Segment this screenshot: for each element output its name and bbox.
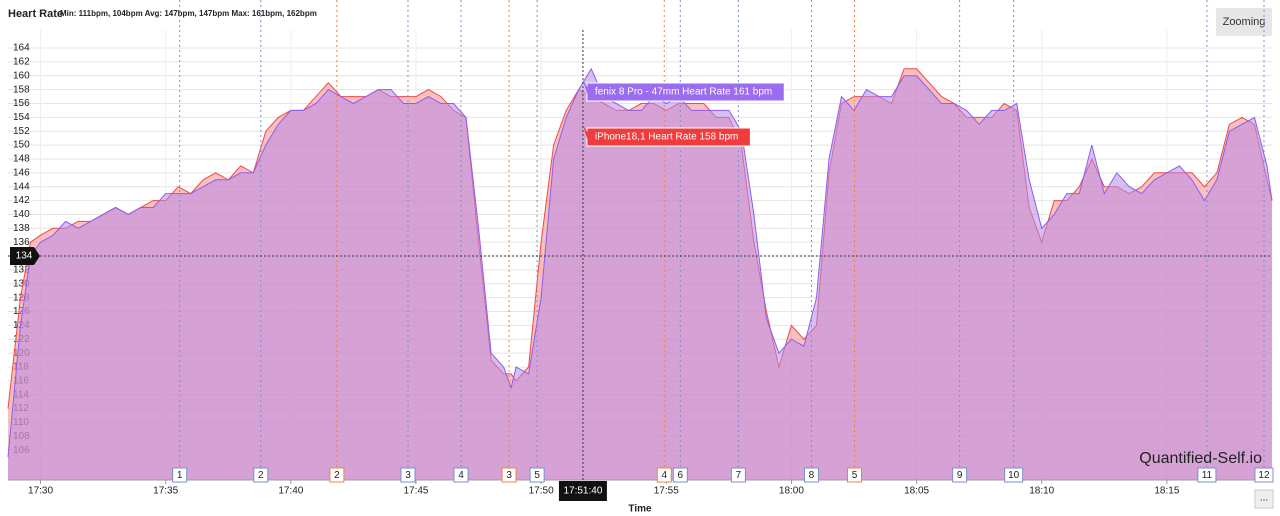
x-tick-label: 17:35 <box>153 486 178 497</box>
lap-marker[interactable] <box>400 467 416 483</box>
x-tick-label: 17:45 <box>403 486 428 497</box>
y-tick-label: 156 <box>13 98 30 109</box>
menu-button-label[interactable]: ... <box>1260 493 1268 504</box>
y-tick-label: 142 <box>13 195 30 206</box>
lap-label[interactable]: 1 <box>177 470 183 481</box>
lap-marker[interactable] <box>952 467 968 483</box>
series-area <box>8 68 1272 481</box>
lap-marker[interactable] <box>672 467 688 483</box>
tooltip-pointer <box>582 80 588 96</box>
x-tick-label: 17:30 <box>28 486 53 497</box>
lap-marker[interactable] <box>329 467 345 483</box>
y-tick-label: 164 <box>13 43 30 54</box>
crosshair-x-label: 17:51:40 <box>563 486 602 497</box>
y-tick-label: 162 <box>13 57 30 68</box>
lap-label[interactable]: 11 <box>1202 470 1213 481</box>
y-tick-label: 154 <box>13 112 30 123</box>
y-tick-label: 160 <box>13 70 30 81</box>
y-tick-label: 148 <box>13 154 30 165</box>
series-line <box>7 67 1273 458</box>
chart-subtitle: Min: 111bpm, 104bpm Avg: 147bpm, 147bpm … <box>60 9 317 18</box>
lap-label[interactable]: 5 <box>534 470 540 481</box>
lap-label[interactable]: 9 <box>957 470 963 481</box>
lap-label[interactable]: 5 <box>852 470 858 481</box>
lap-marker[interactable] <box>501 467 517 483</box>
y-tick-label: 138 <box>13 223 30 234</box>
x-tick-label: 17:40 <box>278 486 303 497</box>
x-tick-label: 18:05 <box>904 486 929 497</box>
lap-marker[interactable] <box>803 467 819 483</box>
crosshair-y-box <box>10 247 40 266</box>
lap-marker[interactable] <box>730 467 746 483</box>
y-tick-label: 152 <box>13 126 30 137</box>
crosshair-y-label: 134 <box>16 251 33 262</box>
tooltip-text: iPhone18,1 Heart Rate 158 bpm <box>595 132 738 143</box>
lap-label[interactable]: 3 <box>506 470 512 481</box>
y-tick-label: 144 <box>13 181 30 192</box>
lap-label[interactable]: 7 <box>736 470 742 481</box>
lap-marker[interactable] <box>1004 467 1024 483</box>
x-tick-label: 17:55 <box>654 486 679 497</box>
x-tick-label: 18:00 <box>779 486 804 497</box>
lap-marker[interactable] <box>529 467 545 483</box>
lap-marker[interactable] <box>253 467 269 483</box>
x-tick-label: 17:50 <box>529 486 554 497</box>
y-tick-label: 140 <box>13 209 30 220</box>
lap-label[interactable]: 4 <box>458 470 464 481</box>
lap-label[interactable]: 4 <box>661 470 667 481</box>
lap-label[interactable]: 8 <box>809 470 815 481</box>
y-tick-label: 136 <box>13 237 30 248</box>
lap-label[interactable]: 2 <box>258 470 264 481</box>
y-tick-label: 146 <box>13 167 30 178</box>
y-tick-label: 158 <box>13 84 30 95</box>
lap-label[interactable]: 12 <box>1258 470 1270 481</box>
tooltip-pointer <box>582 125 588 141</box>
lap-label[interactable]: 10 <box>1008 470 1020 481</box>
x-axis-title: Time <box>628 504 652 515</box>
lap-marker[interactable] <box>1197 467 1217 483</box>
menu-button[interactable] <box>1254 489 1274 509</box>
y-tick-label: 132 <box>13 265 30 276</box>
x-tick-label: 18:15 <box>1154 486 1179 497</box>
y-tick-label: 130 <box>13 278 30 289</box>
lap-label[interactable]: 6 <box>678 470 684 481</box>
chart-title: Heart Rate <box>8 8 63 20</box>
lap-label[interactable]: 2 <box>334 470 340 481</box>
watermark: Quantified-Self.io <box>1139 450 1262 467</box>
y-tick-label: 150 <box>13 140 30 151</box>
zoom-button[interactable] <box>1216 8 1272 36</box>
lap-marker[interactable] <box>1254 467 1274 483</box>
x-tick-label: 18:10 <box>1029 486 1054 497</box>
lap-marker[interactable] <box>453 467 469 483</box>
lap-marker[interactable] <box>172 467 188 483</box>
lap-label[interactable]: 3 <box>405 470 411 481</box>
zoom-button-label[interactable]: Zooming <box>1223 16 1266 28</box>
lap-marker[interactable] <box>847 467 863 483</box>
tooltip-text: fenix 8 Pro - 47mm Heart Rate 161 bpm <box>595 87 772 98</box>
lap-marker[interactable] <box>656 467 672 483</box>
crosshair-x-box <box>558 481 607 501</box>
